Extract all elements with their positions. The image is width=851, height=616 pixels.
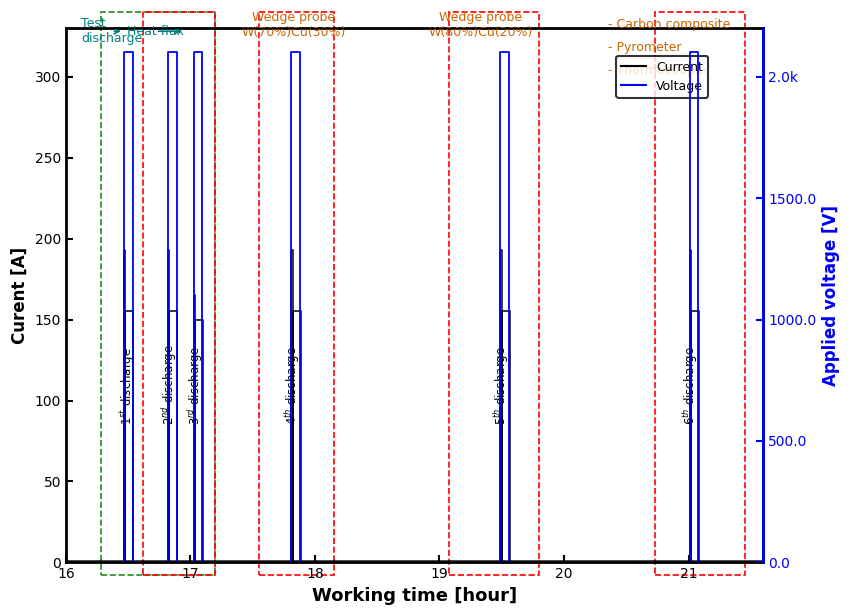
Bar: [655, 12, 745, 575]
Text: - Pyrometer: - Pyrometer: [608, 41, 681, 54]
Text: 5$^{th}$ discharge: 5$^{th}$ discharge: [492, 346, 511, 425]
X-axis label: Working time [hour]: Working time [hour]: [312, 587, 517, 605]
Text: Wedge probe
W(80%)Cu(20%): Wedge probe W(80%)Cu(20%): [428, 10, 533, 39]
Bar: [100, 12, 215, 575]
Y-axis label: Curent [A]: Curent [A]: [11, 246, 29, 344]
Text: 6$^{th}$ discharge: 6$^{th}$ discharge: [682, 346, 700, 425]
Y-axis label: Applied voltage [V]: Applied voltage [V]: [822, 205, 840, 386]
Legend: Current, Voltage: Current, Voltage: [616, 55, 708, 98]
Text: Wedge probe
W(70%)Cu(30%): Wedge probe W(70%)Cu(30%): [242, 10, 346, 39]
Bar: [143, 12, 215, 575]
Text: Test
discharge: Test discharge: [81, 17, 142, 45]
Text: 3$^{rd}$ discharge: 3$^{rd}$ discharge: [186, 346, 205, 425]
Text: - Thermocouple: - Thermocouple: [608, 63, 705, 76]
Bar: [259, 12, 334, 575]
Text: 4$^{th}$ discharge: 4$^{th}$ discharge: [283, 346, 302, 425]
Text: - Carbon composite: - Carbon composite: [608, 18, 730, 31]
Text: Heat flux: Heat flux: [127, 25, 184, 38]
Bar: [449, 12, 539, 575]
Text: 1$^{st}$ discharge: 1$^{st}$ discharge: [119, 347, 138, 425]
Text: 2$^{nd}$ discharge: 2$^{nd}$ discharge: [160, 344, 179, 425]
